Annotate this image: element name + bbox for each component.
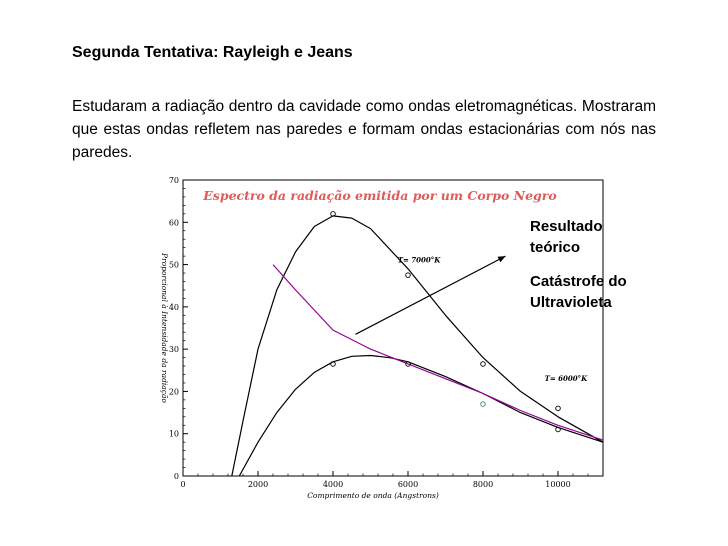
slide-title: Segunda Tentativa: Rayleigh e Jeans xyxy=(72,44,353,61)
rayleigh-jeans-curve xyxy=(272,264,604,441)
y-tick-label: 0 xyxy=(174,472,179,481)
y-tick-label: 50 xyxy=(169,261,179,270)
x-tick-label: 10000 xyxy=(545,480,570,489)
x-tick-label: 0 xyxy=(180,480,185,489)
y-tick-label: 70 xyxy=(169,176,179,185)
data-point xyxy=(555,426,561,433)
label-7000k: T= 7000°K xyxy=(398,255,441,264)
y-tick-label: 40 xyxy=(169,303,179,312)
annotation-arrow xyxy=(355,255,506,335)
curve-7000k xyxy=(231,215,604,477)
x-tick-label: 8000 xyxy=(473,480,493,489)
x-tick-label: 6000 xyxy=(398,480,418,489)
x-tick-label: 2000 xyxy=(248,480,268,489)
x-axis-label: Comprimento de onda (Angstrons) xyxy=(307,491,439,500)
data-point xyxy=(480,361,486,367)
label-6000k: T= 6000°K xyxy=(545,374,588,383)
curve-6000k xyxy=(238,354,604,477)
data-point xyxy=(405,361,411,367)
data-point xyxy=(480,401,486,407)
data-point xyxy=(330,361,336,367)
theoretical-result-label: Resultado teórico xyxy=(530,218,603,256)
annotation-arrowhead xyxy=(497,256,506,263)
y-tick-label: 20 xyxy=(169,387,179,396)
blackbody-spectrum-chart: 0 10 20 30 40 50 60 70 0 2000 4000 6000 8000 10000 Com… xyxy=(160,176,604,500)
ultraviolet-catastrophe-label: Catástrofe do Ultravioleta xyxy=(530,273,627,311)
slide-paragraph: Estudaram a radiação dentro da cavidade … xyxy=(72,98,656,161)
y-tick-label: 30 xyxy=(169,345,179,354)
chart-title: Espectro da radiação emitida por um Corp… xyxy=(202,188,556,203)
data-point xyxy=(405,272,411,278)
data-point xyxy=(555,405,561,412)
x-tick-label: 4000 xyxy=(323,480,343,489)
y-tick-label: 10 xyxy=(169,430,179,439)
y-axis-label: Proporcional à Intensidade da radiação xyxy=(160,252,169,403)
data-point xyxy=(330,211,336,217)
y-tick-label: 60 xyxy=(169,218,179,227)
